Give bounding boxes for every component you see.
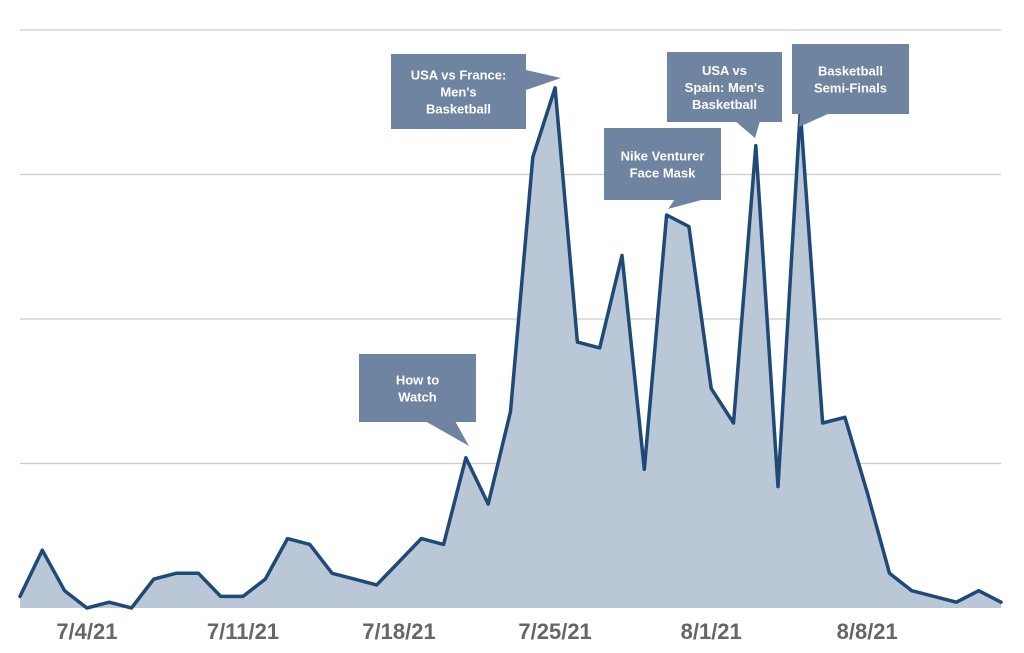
- annotations: How to Watch USA vs France: Men's Basketball…: [359, 44, 909, 446]
- callout-text: Spain: Men's: [685, 80, 765, 95]
- callout-text: USA vs France:: [411, 68, 507, 83]
- x-tick-label: 7/25/21: [518, 619, 591, 644]
- area-series: [18, 86, 1003, 610]
- callout-text: How to: [396, 373, 439, 388]
- callout-box: [667, 52, 782, 122]
- callout-text: Basketball: [692, 97, 757, 112]
- annotation-callout: USA vs Spain: Men's Basketball: [667, 52, 782, 138]
- callout-text: Face Mask: [630, 166, 697, 181]
- callout-box: [391, 54, 526, 129]
- series-line: [18, 86, 1003, 610]
- x-axis-ticks: 7/4/21 7/11/21 7/18/21 7/25/21 8/1/21 8/8/21: [56, 619, 897, 644]
- callout-box: [359, 354, 476, 422]
- callout-text: Semi-Finals: [814, 81, 887, 96]
- callout-pointer: [526, 70, 561, 90]
- callout-box: [792, 44, 909, 114]
- callout-box: [604, 128, 721, 200]
- annotation-callout: How to Watch: [359, 354, 476, 446]
- callout-text: Basketball: [818, 64, 883, 79]
- callout-pointer: [425, 421, 469, 446]
- callout-text: USA vs: [702, 63, 747, 78]
- annotation-callout: USA vs France: Men's Basketball: [391, 54, 561, 129]
- annotation-callout: Basketball Semi-Finals: [792, 44, 909, 127]
- x-tick-label: 7/4/21: [56, 619, 117, 644]
- callout-text: Watch: [398, 390, 437, 405]
- area-fill: [20, 87, 1001, 609]
- callout-text: Nike Venturer: [621, 149, 705, 164]
- callout-text: Basketball: [426, 102, 491, 117]
- x-tick-label: 7/18/21: [362, 619, 435, 644]
- x-tick-label: 8/8/21: [837, 619, 898, 644]
- callout-pointer: [799, 113, 830, 127]
- callout-pointer: [668, 199, 705, 209]
- x-tick-label: 8/1/21: [681, 619, 742, 644]
- callout-pointer: [735, 121, 760, 138]
- annotation-callout: Nike Venturer Face Mask: [604, 128, 721, 209]
- x-tick-label: 7/11/21: [207, 619, 279, 644]
- callout-text: Men's: [440, 85, 476, 100]
